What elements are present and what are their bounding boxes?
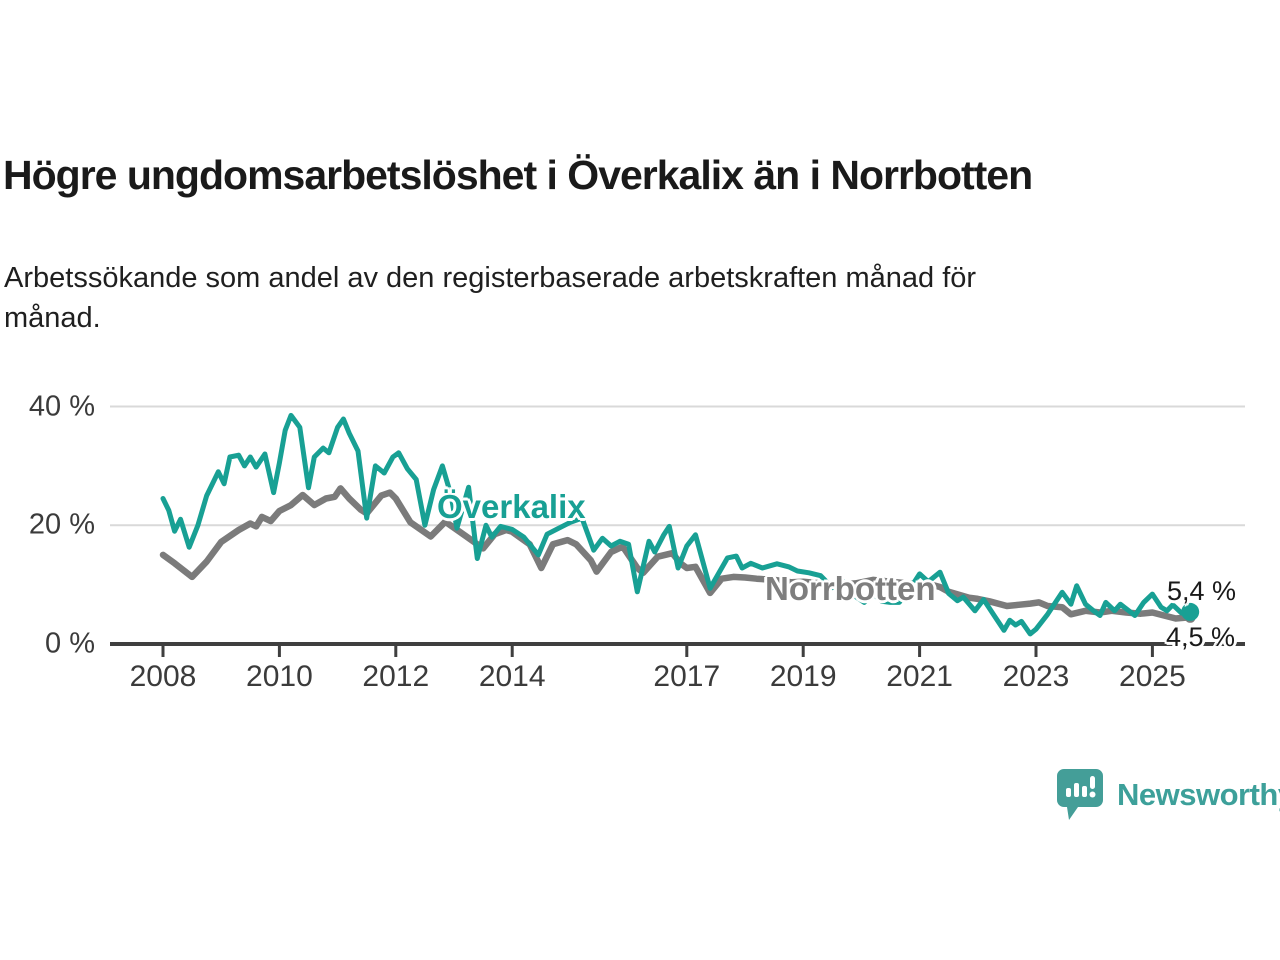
newsworthy-logo: Newsworthy xyxy=(1056,768,1280,821)
x-tick-label-2021: 2021 xyxy=(886,660,953,693)
x-tick-label-2017: 2017 xyxy=(653,660,721,693)
page-title: Högre ungdomsarbetslöshet i Överkalix än… xyxy=(3,152,1033,198)
y-tick-label-40: 40 % xyxy=(28,390,95,422)
x-tick-label-2023: 2023 xyxy=(1002,660,1070,693)
chart-canvas xyxy=(110,405,1245,657)
x-axis-ticks xyxy=(161,644,1154,657)
exclamation-dot xyxy=(1089,791,1096,798)
line-chart: 40 % 20 % 0 % 2008 2010 2012 2014 2017 2019 2021… xyxy=(0,380,1280,700)
x-tick-label-2012: 2012 xyxy=(362,660,430,693)
bar-tall xyxy=(1082,786,1087,797)
overkalix-end-value: 5,4 % xyxy=(1167,576,1237,606)
speech-bubble-shape xyxy=(1057,769,1103,820)
bar-medium xyxy=(1074,783,1079,797)
gridlines xyxy=(110,405,1245,527)
y-tick-label-0: 0 % xyxy=(45,627,95,660)
norrbotten-end-value: 4,5 % xyxy=(1166,622,1236,652)
overkalix-series-label: Överkalix xyxy=(437,488,586,525)
y-tick-label-20: 20 % xyxy=(28,508,95,541)
page-subtitle: Arbetssökande som andel av den registerb… xyxy=(4,262,977,334)
bar-small xyxy=(1066,788,1071,797)
overkalix-line xyxy=(160,412,1193,637)
x-tick-label-2008: 2008 xyxy=(129,660,197,693)
norrbotten-series-label: Norrbotten xyxy=(765,570,936,607)
x-tick-label-2014: 2014 xyxy=(478,660,546,693)
x-tick-label-2019: 2019 xyxy=(769,660,837,693)
exclamation-bar xyxy=(1090,776,1095,789)
x-tick-label-2010: 2010 xyxy=(246,660,313,693)
x-tick-label-2025: 2025 xyxy=(1119,660,1186,693)
brand-name: Newsworthy xyxy=(1117,776,1280,812)
newsworthy-logo-icon xyxy=(1057,769,1103,820)
overkalix-end-dot xyxy=(1181,602,1200,621)
norrbotten-line xyxy=(159,485,1194,622)
